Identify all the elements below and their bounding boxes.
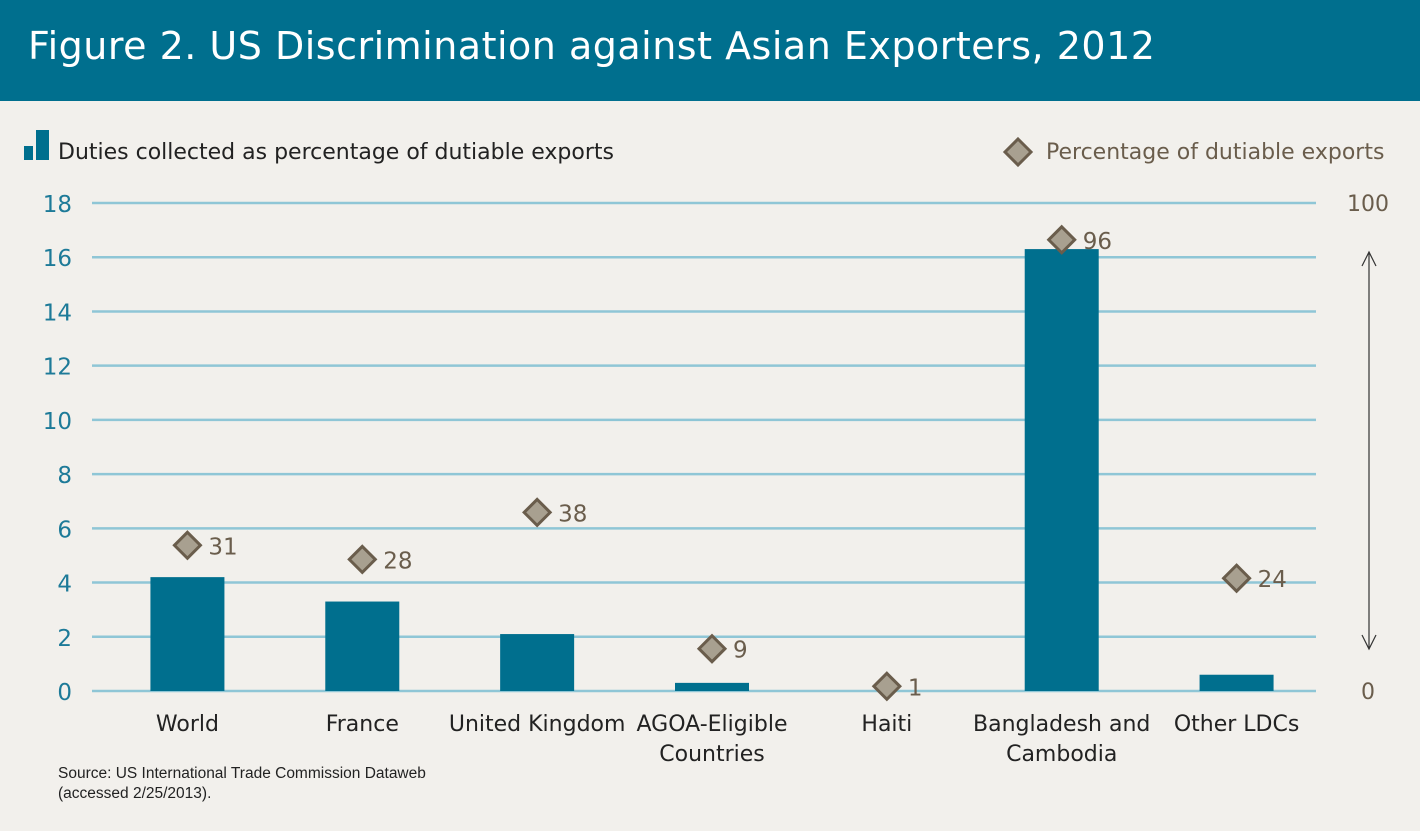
y-left-tick-label: 16 [43, 246, 72, 272]
bar [1024, 249, 1099, 692]
x-category-label: United Kingdom [449, 712, 626, 737]
y-left-tick-label: 0 [57, 680, 72, 706]
y-left-tick-label: 8 [57, 463, 72, 489]
y-left-tick-label: 14 [43, 300, 72, 326]
diamond-marker [1221, 563, 1252, 594]
x-category-label: France [326, 712, 399, 737]
source-line-2: (accessed 2/25/2013). [58, 785, 212, 802]
legend-label-bars: Duties collected as percentage of dutiab… [58, 140, 614, 165]
x-category-label: Other LDCs [1174, 712, 1299, 737]
chart-title: Figure 2. US Discrimination against Asia… [28, 24, 1156, 68]
y-left-tick-label: 2 [57, 626, 72, 652]
x-category-label: Bangladesh and [973, 712, 1150, 737]
bar [500, 634, 575, 691]
y-left-tick-label: 18 [43, 192, 72, 218]
marker-data-label: 24 [1258, 567, 1287, 593]
y-left-tick-label: 6 [57, 517, 72, 543]
bar [1199, 674, 1274, 691]
diamond-marker [1046, 224, 1077, 255]
x-category-label: Countries [659, 742, 765, 767]
y-left-tick-label: 10 [43, 409, 72, 435]
y-left-tick-label: 12 [43, 355, 72, 381]
diamond-marker [347, 544, 378, 575]
right-axis-arrow-down [1361, 634, 1377, 651]
x-category-label: Cambodia [1006, 742, 1117, 767]
legend-bar-icon-small [24, 146, 33, 160]
y-right-tick-label: 0 [1361, 680, 1375, 705]
diamond-marker [522, 497, 553, 528]
marker-data-label: 96 [1083, 229, 1112, 255]
source-line-1: Source: US International Trade Commissio… [58, 765, 426, 782]
marker-data-label: 28 [383, 548, 412, 574]
marker-data-label: 1 [908, 675, 923, 701]
bar [325, 601, 400, 691]
y-left-tick-label: 4 [57, 572, 72, 598]
diamond-marker [696, 633, 728, 664]
y-right-tick-label: 100 [1347, 192, 1389, 217]
bar [150, 577, 225, 691]
source-note: Source: US International Trade Commissio… [58, 764, 426, 804]
x-category-label: World [156, 712, 219, 737]
legend-label-markers: Percentage of dutiable exports [1046, 140, 1384, 165]
x-category-label: Haiti [861, 712, 912, 737]
diamond-marker [871, 671, 902, 702]
header-bar: Figure 2. US Discrimination against Asia… [0, 0, 1420, 101]
marker-data-label: 31 [208, 534, 237, 560]
marker-data-label: 38 [558, 501, 587, 527]
marker-data-label: 9 [733, 638, 748, 664]
legend-bar-icon-tall [36, 130, 49, 160]
legend-diamond-icon [1002, 136, 1034, 168]
right-axis-arrow-up [1361, 250, 1377, 267]
x-category-label: AGOA-Eligible [637, 712, 788, 737]
diamond-marker [172, 530, 203, 561]
bar [675, 682, 749, 691]
